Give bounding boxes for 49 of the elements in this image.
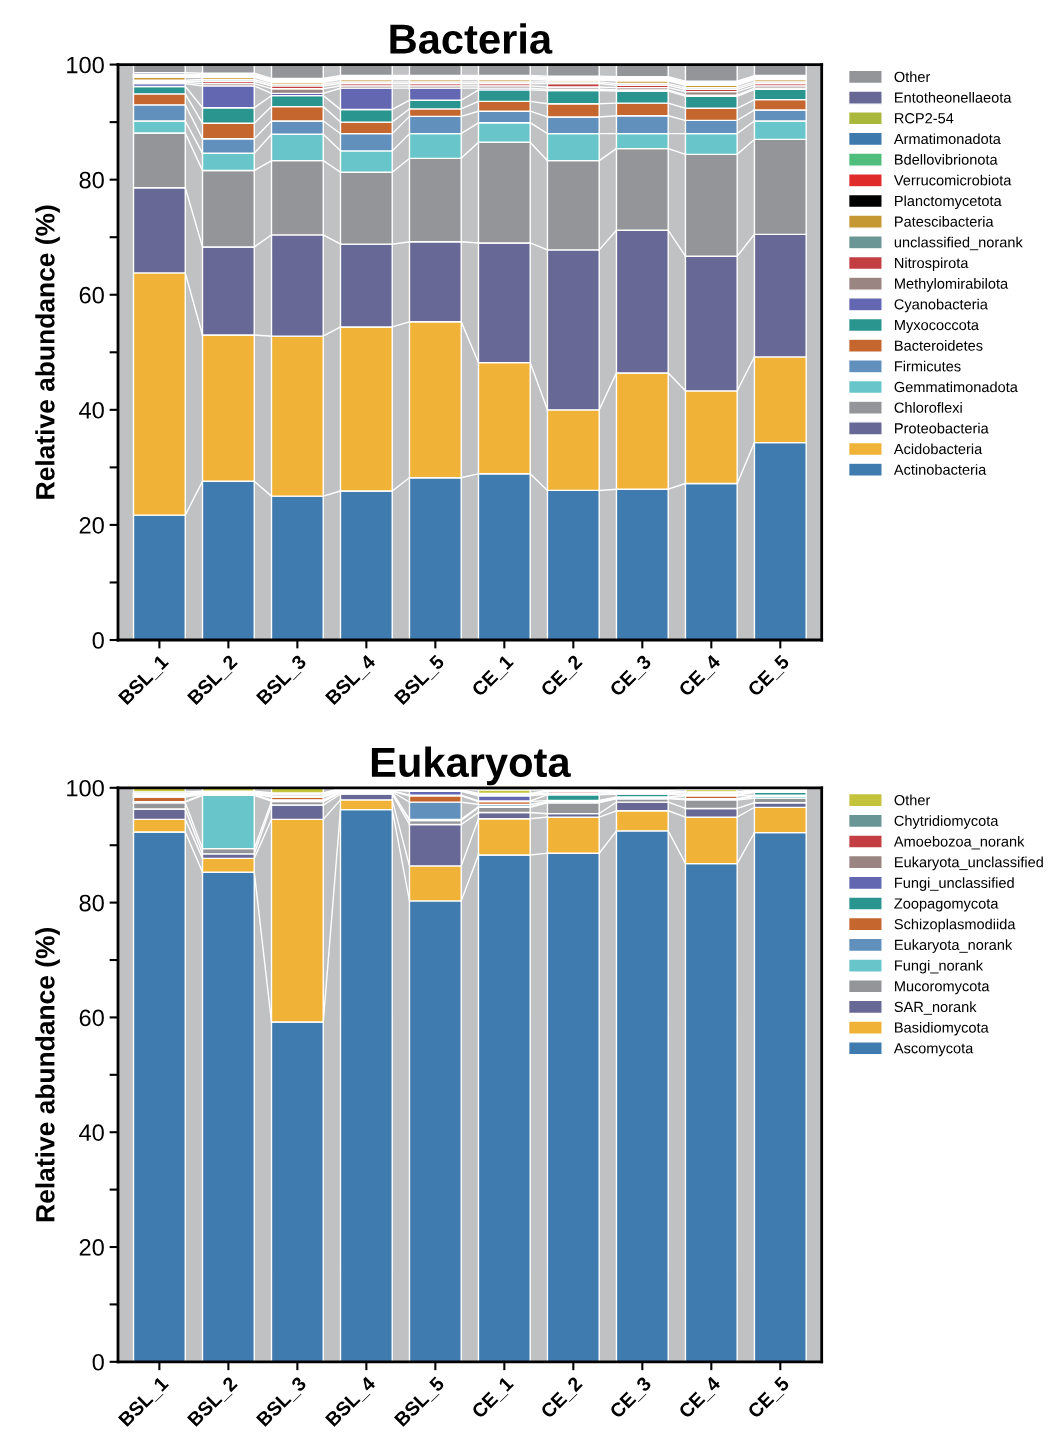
y-tick-label: 20: [79, 1239, 104, 1256]
legend-label: RCP2-54: [895, 113, 954, 124]
y-tick-label: 100: [67, 56, 104, 74]
y-tick-label: 20: [79, 516, 104, 534]
legend-label: Chytridiomycota: [894, 815, 999, 829]
y-axis-title: Relative abundance (%): [35, 928, 60, 1222]
legend-label: Patescibacteria: [895, 216, 994, 227]
y-tick-label: 60: [79, 1009, 104, 1027]
legend-label: Entotheonellaeota: [895, 92, 1012, 103]
y-tick-label: 40: [79, 1124, 104, 1141]
legend-label: Ascomycota: [893, 1043, 974, 1057]
legend-label: Acidobacteria: [893, 443, 983, 455]
y-tick-label: 80: [79, 894, 104, 912]
legend-label: Bacteroidetes: [895, 340, 983, 351]
legend-label: Eukaryota_unclassified: [895, 856, 1043, 871]
legend-label: SAR_norank: [894, 1001, 977, 1015]
legend-label: Nitrospirota: [895, 257, 969, 271]
chart-title: Bacteria: [390, 23, 553, 54]
legend-label: Eukaryota_norank: [895, 939, 1013, 953]
legend-label: Gemmatimonadota: [894, 381, 1018, 393]
legend-label: Amoebozoa_norank: [893, 835, 1025, 850]
legend-label: Fungi_unclassified: [895, 877, 1014, 891]
legend-label: Cyanobacteria: [894, 298, 988, 313]
legend-label: Methylomirabilota: [895, 278, 1009, 292]
legend-label: Armatimonadota: [893, 133, 1001, 145]
legend-label: Other: [894, 794, 931, 806]
legend-label: Basidiomycota: [895, 1021, 989, 1036]
legend-label: Actinobacteria: [893, 464, 987, 475]
legend-label: Bdellovibrionota: [895, 154, 998, 165]
legend-label: Chloroflexi: [894, 402, 962, 413]
y-tick-label: 100: [67, 779, 104, 797]
legend-label: Myxococcota: [895, 319, 979, 334]
legend-label: Fungi_norank: [895, 959, 984, 974]
legend-label: Planctomycetota: [895, 195, 1002, 209]
legend-label: Schizoplasmodiida: [894, 918, 1016, 933]
y-tick-label: 0: [92, 1353, 104, 1371]
y-tick-label: 0: [92, 632, 104, 649]
legend-label: Zoopagomycota: [894, 898, 999, 912]
chart-title: Eukaryota: [371, 746, 571, 786]
legend-label: Verrucomicrobiota: [893, 174, 1012, 186]
y-tick-label: 40: [79, 401, 104, 419]
y-tick-label: 60: [79, 286, 104, 304]
legend-label: unclassified_norank: [894, 236, 1023, 251]
legend-label: Proteobacteria: [895, 422, 989, 434]
legend-label: Mucoromycota: [895, 981, 990, 995]
y-axis-title: Relative abundance (%): [35, 205, 60, 499]
legend-label: Other: [894, 71, 931, 83]
legend-label: Firmicutes: [895, 360, 961, 372]
y-tick-label: 80: [79, 171, 104, 189]
